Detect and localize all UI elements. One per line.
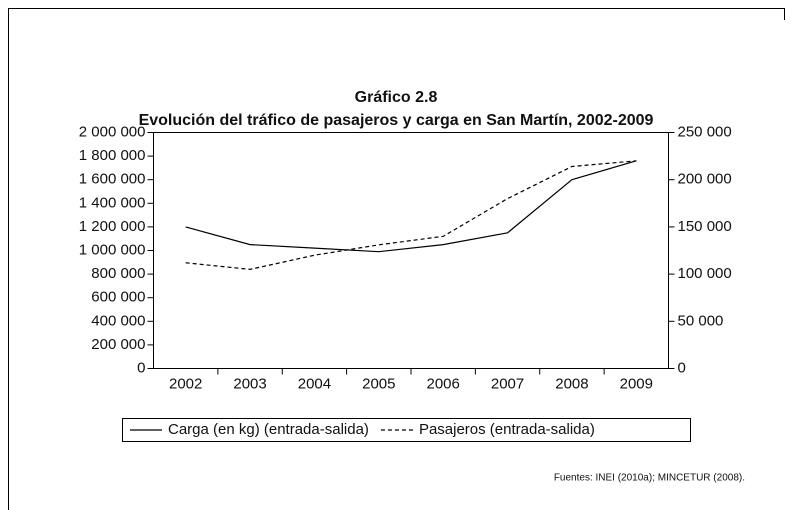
y-tick-label: 1 200 000 [79,218,146,235]
legend-label: Carga (en kg) (entrada-salida) [168,421,369,438]
x-tick-label: 2004 [298,375,331,392]
x-tick-label: 2005 [362,375,395,392]
series-line [185,160,637,253]
y2-tick-label: 250 000 [678,123,732,140]
x-tick-label: 2003 [233,375,266,392]
plot-frame [153,132,669,369]
y2-tick-label: 0 [678,359,686,376]
x-tick-label: 2006 [427,375,460,392]
x-tick-label: 2009 [620,375,653,392]
chart-subtitle: Evolución del tráfico de pasajeros y car… [139,112,654,129]
y-tick-label: 600 000 [91,289,145,306]
legend [122,418,691,442]
y2-tick-label: 50 000 [678,312,724,329]
y-tick-label: 200 000 [91,336,145,353]
chart-title: Gráfico 2.8 [355,89,438,106]
y-tick-label: 800 000 [91,265,145,282]
y-tick-label: 1 600 000 [79,171,146,188]
y-tick-label: 1 800 000 [79,147,146,164]
legend-label: Pasajeros (entrada-salida) [419,421,595,438]
y2-tick-label: 100 000 [678,265,732,282]
x-tick-label: 2002 [169,375,202,392]
y-tick-label: 0 [137,359,145,376]
y-tick-label: 2 000 000 [79,123,146,140]
x-tick-label: 2008 [555,375,588,392]
y-tick-label: 1 000 000 [79,241,146,258]
x-tick-label: 2007 [491,375,524,392]
series-line [185,160,637,270]
y2-tick-label: 150 000 [678,218,732,235]
y-tick-label: 1 400 000 [79,194,146,211]
y2-tick-label: 200 000 [678,171,732,188]
y-tick-label: 400 000 [91,312,145,329]
source: Fuentes: INEI (2010a); MINCETUR (2008). [554,473,745,484]
